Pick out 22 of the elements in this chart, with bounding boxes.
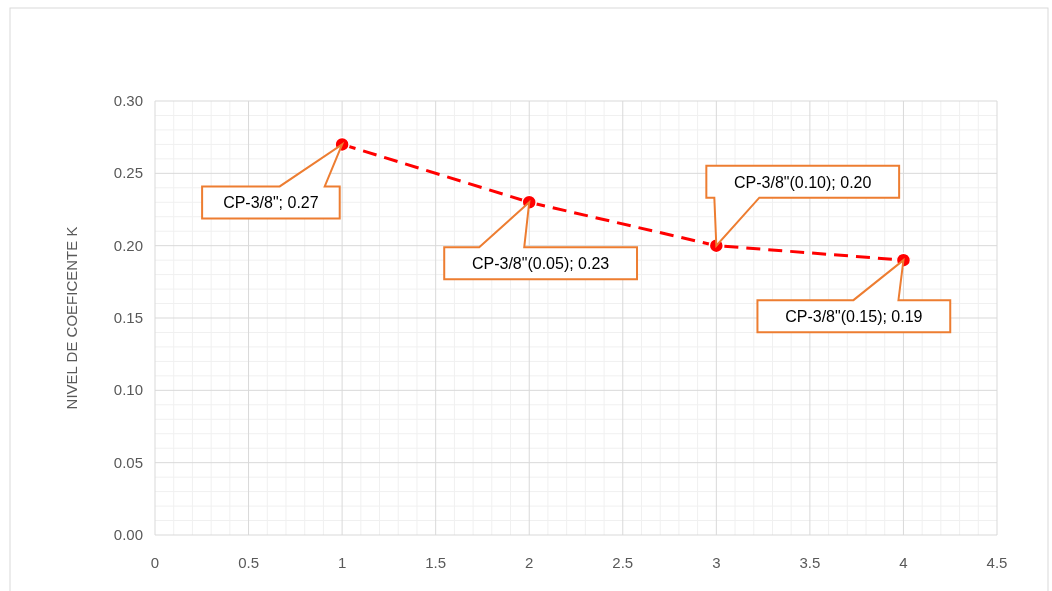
y-axis-title: NIVEL DE COEFICENTE K [63, 226, 80, 410]
x-tick-label: 3 [712, 554, 721, 571]
data-label: CP-3/8"(0.05); 0.23 [471, 255, 610, 273]
y-tick-label: 0.30 [113, 92, 143, 109]
x-tick-label: 1 [337, 554, 347, 571]
y-tick-label: 0.05 [113, 453, 143, 471]
y-tick-label: 0.15 [113, 309, 143, 326]
y-tick-label: 0.20 [113, 236, 143, 254]
data-label: CP-3/8"; 0.27 [223, 194, 319, 212]
y-tick-label: 0.25 [113, 164, 143, 182]
x-tick-label: 0 [150, 554, 160, 571]
x-tick-label: 4.5 [986, 554, 1008, 571]
data-label: CP-3/8"(0.15); 0.19 [785, 308, 923, 326]
x-tick-label: 4 [899, 554, 908, 571]
x-tick-label: 2 [525, 554, 534, 571]
y-tick-label: 0.10 [113, 381, 143, 399]
x-tick-label: 2.5 [612, 554, 634, 571]
data-label: CP-3/8"(0.10); 0.20 [734, 173, 872, 191]
x-tick-label: 3.5 [799, 554, 821, 571]
y-tick-label: 0.00 [113, 526, 143, 543]
x-tick-label: 0.5 [238, 554, 259, 571]
x-tick-label: 1.5 [425, 554, 447, 571]
